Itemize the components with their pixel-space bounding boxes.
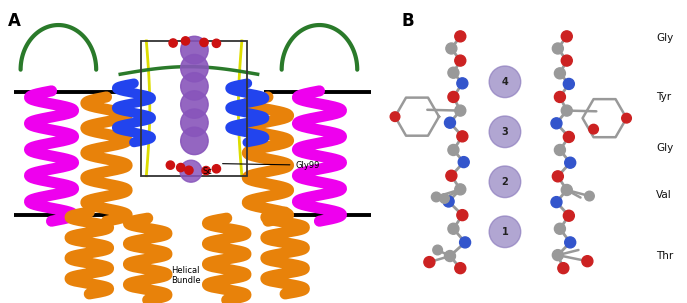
- Ellipse shape: [489, 66, 521, 98]
- Ellipse shape: [455, 184, 466, 195]
- Ellipse shape: [448, 92, 459, 102]
- Ellipse shape: [446, 43, 457, 54]
- Text: 3: 3: [502, 127, 508, 137]
- Ellipse shape: [181, 55, 208, 82]
- Ellipse shape: [551, 118, 562, 129]
- Ellipse shape: [455, 31, 466, 42]
- Ellipse shape: [212, 165, 221, 173]
- Ellipse shape: [589, 124, 598, 134]
- Text: Thr: Thr: [656, 251, 673, 261]
- Ellipse shape: [181, 127, 208, 155]
- Text: B: B: [402, 12, 414, 30]
- Ellipse shape: [185, 166, 193, 175]
- Ellipse shape: [554, 92, 565, 102]
- Ellipse shape: [448, 145, 459, 155]
- Ellipse shape: [455, 105, 466, 116]
- Ellipse shape: [561, 31, 572, 42]
- Ellipse shape: [563, 78, 574, 89]
- Ellipse shape: [181, 91, 208, 118]
- Text: Gly: Gly: [656, 143, 673, 154]
- Text: A: A: [8, 12, 21, 30]
- Ellipse shape: [448, 223, 459, 234]
- Text: Val: Val: [656, 190, 672, 201]
- Ellipse shape: [424, 257, 435, 268]
- Ellipse shape: [561, 105, 572, 116]
- Text: 1: 1: [502, 227, 508, 237]
- Ellipse shape: [565, 157, 576, 168]
- Ellipse shape: [552, 43, 563, 54]
- Ellipse shape: [554, 145, 565, 155]
- Ellipse shape: [180, 160, 202, 182]
- Ellipse shape: [431, 192, 441, 202]
- Ellipse shape: [200, 38, 208, 47]
- Ellipse shape: [181, 37, 190, 45]
- Ellipse shape: [455, 263, 466, 274]
- Ellipse shape: [166, 161, 174, 169]
- Ellipse shape: [181, 36, 208, 64]
- Ellipse shape: [202, 166, 210, 175]
- Ellipse shape: [433, 245, 442, 255]
- Ellipse shape: [390, 112, 400, 122]
- Ellipse shape: [563, 132, 574, 142]
- Ellipse shape: [177, 163, 185, 172]
- Ellipse shape: [458, 157, 469, 168]
- Ellipse shape: [181, 109, 208, 136]
- Ellipse shape: [455, 55, 466, 66]
- Ellipse shape: [457, 210, 468, 221]
- Ellipse shape: [169, 39, 177, 47]
- Ellipse shape: [446, 170, 457, 181]
- Ellipse shape: [457, 78, 468, 89]
- Ellipse shape: [552, 171, 563, 182]
- Ellipse shape: [489, 166, 521, 198]
- Ellipse shape: [443, 196, 454, 207]
- Ellipse shape: [489, 216, 521, 248]
- Ellipse shape: [448, 67, 459, 78]
- Text: Sc: Sc: [203, 167, 212, 176]
- Ellipse shape: [585, 191, 594, 201]
- Ellipse shape: [554, 68, 565, 79]
- Ellipse shape: [622, 113, 631, 123]
- Ellipse shape: [565, 237, 576, 248]
- Ellipse shape: [554, 223, 565, 234]
- Ellipse shape: [444, 251, 455, 261]
- Text: Gly: Gly: [656, 33, 673, 43]
- Ellipse shape: [561, 185, 572, 195]
- Text: 2: 2: [502, 177, 508, 187]
- Ellipse shape: [457, 131, 468, 142]
- Ellipse shape: [181, 73, 208, 100]
- Ellipse shape: [552, 250, 563, 261]
- Bar: [141, 41, 247, 176]
- Text: Helical
Bundle: Helical Bundle: [170, 266, 201, 285]
- Ellipse shape: [561, 55, 572, 66]
- Ellipse shape: [460, 237, 471, 248]
- Ellipse shape: [558, 263, 569, 274]
- Ellipse shape: [444, 117, 455, 128]
- Ellipse shape: [440, 194, 449, 203]
- Text: 4: 4: [502, 77, 508, 87]
- Text: Tyr: Tyr: [656, 92, 671, 102]
- Text: Gly99: Gly99: [223, 161, 319, 170]
- Ellipse shape: [563, 210, 574, 221]
- Ellipse shape: [212, 39, 221, 48]
- Ellipse shape: [489, 116, 521, 148]
- Ellipse shape: [551, 197, 562, 208]
- Ellipse shape: [582, 256, 593, 267]
